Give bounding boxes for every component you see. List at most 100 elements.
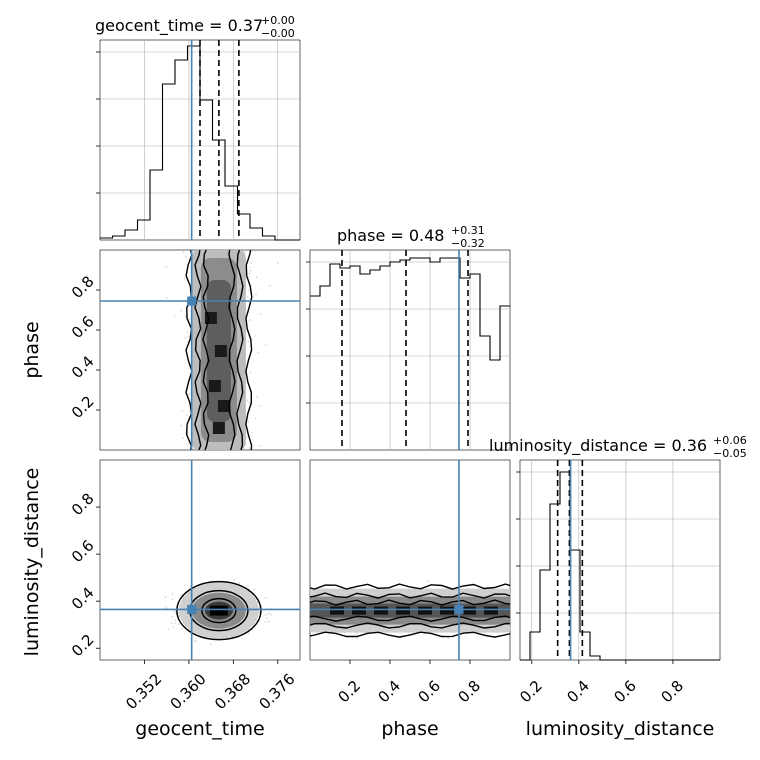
truth-crosshair — [310, 460, 510, 660]
panel-hist-luminosity-distance: 0.2 0.4 0.6 0.8 luminosity_distance = 0.36 … — [489, 434, 747, 706]
sample-point — [254, 417, 257, 420]
contour-lines — [185, 250, 253, 450]
sample-point — [356, 637, 359, 640]
sample-point — [249, 270, 252, 272]
sample-point — [164, 605, 167, 608]
y-ticks: 0.2 0.4 0.6 0.8 — [68, 272, 100, 422]
sample-point — [246, 436, 248, 438]
density-peak — [217, 400, 230, 412]
sample-point — [180, 309, 182, 312]
title-luminosity-distance: luminosity_distance = 0.36 — [489, 436, 707, 456]
x-tick-label: 0.2 — [516, 677, 546, 707]
sample-point — [264, 614, 267, 616]
sample-point — [248, 272, 251, 275]
panel-frame — [519, 459, 721, 661]
sample-point — [182, 251, 185, 254]
sample-point — [174, 622, 176, 624]
sample-point — [167, 628, 170, 630]
y-ticks — [306, 261, 310, 404]
title-lower-error: −0.32 — [451, 237, 485, 250]
x-tick-label: 0.368 — [211, 670, 254, 713]
panel-2d-geocent-distance: 0.2 0.4 0.6 0.8 0.352 0.360 0.368 0.376 — [68, 459, 301, 713]
sample-point — [172, 626, 175, 628]
sample-point — [268, 612, 271, 615]
histogram-step-line — [310, 257, 510, 361]
y-tick-label: 0.2 — [68, 631, 98, 661]
sample-point — [248, 402, 251, 404]
x-tick-label: 0.6 — [414, 677, 444, 707]
y-tick-label: 0.6 — [68, 536, 98, 566]
sample-point — [166, 297, 168, 299]
y-tick-label: 0.2 — [68, 392, 98, 422]
sample-point — [356, 632, 358, 635]
panel-frame — [309, 249, 511, 451]
density-peak — [352, 606, 366, 615]
panel-title: phase = 0.48 +0.31 −0.32 — [337, 224, 485, 250]
sample-point — [247, 340, 249, 343]
sample-point — [257, 351, 260, 354]
x-tick-label: 0.4 — [374, 677, 404, 707]
sample-point — [248, 289, 250, 291]
sample-point — [189, 318, 191, 320]
sample-point — [255, 293, 257, 296]
x-tick-label: 0.6 — [610, 677, 640, 707]
x-axis-label-luminosity-distance: luminosity_distance — [526, 718, 715, 740]
x-tick-label: 0.376 — [256, 670, 299, 713]
quantile-lines — [556, 460, 584, 660]
density-peak — [440, 606, 454, 615]
y-tick-label: 0.8 — [68, 489, 98, 519]
sample-point — [442, 634, 444, 637]
sample-point — [264, 597, 267, 599]
sample-point — [267, 613, 269, 615]
contour-line — [194, 250, 244, 450]
sample-point — [267, 620, 270, 623]
sample-point — [266, 617, 269, 620]
sample-point — [259, 313, 262, 315]
sample-point — [246, 296, 249, 298]
density-peak — [418, 606, 432, 615]
sample-point — [185, 314, 187, 317]
sample-point — [277, 262, 279, 264]
y-tick-label: 0.8 — [68, 272, 98, 302]
sample-point — [270, 614, 273, 616]
sample-point — [253, 588, 256, 591]
sample-point — [173, 315, 176, 318]
contour-line — [310, 599, 510, 622]
sample-point — [250, 262, 252, 265]
sample-point — [193, 639, 196, 642]
sample-point — [178, 623, 180, 625]
sample-point — [248, 447, 251, 449]
grid-lines — [310, 250, 510, 450]
title-phase: phase = 0.48 — [337, 226, 444, 245]
sample-point — [188, 305, 190, 308]
title-lower-error: −0.05 — [713, 447, 747, 460]
density-peak — [214, 345, 227, 357]
quantile-lines — [341, 250, 469, 450]
x-tick-label: 0.8 — [657, 677, 687, 707]
panel-title: geocent_time = 0.37 +0.00 −0.00 — [95, 14, 295, 40]
sample-point — [180, 425, 182, 427]
y-tick-label: 0.4 — [68, 584, 98, 614]
panel-2d-phase-distance: 0.2 0.4 0.6 0.8 — [309, 459, 511, 706]
contour-line — [202, 250, 236, 450]
sample-point — [184, 336, 186, 339]
sample-point — [447, 637, 450, 639]
sample-point — [238, 582, 240, 584]
grid-lines — [520, 460, 720, 660]
sample-point — [269, 284, 271, 287]
sample-point — [259, 445, 261, 447]
sample-point — [182, 437, 184, 440]
truth-marker — [454, 604, 464, 614]
sample-point — [427, 580, 430, 582]
x-axis-label-phase: phase — [381, 718, 438, 740]
sample-point — [251, 431, 253, 434]
contour-line — [310, 592, 510, 629]
x-ticks: 0.2 0.4 0.6 0.8 — [334, 660, 484, 706]
sample-point — [247, 632, 250, 635]
contour-line — [201, 597, 237, 624]
sample-point — [249, 371, 252, 374]
density-peak — [462, 606, 476, 615]
sample-point — [166, 607, 168, 609]
sample-point — [185, 255, 187, 258]
truth-crosshair — [100, 250, 300, 450]
